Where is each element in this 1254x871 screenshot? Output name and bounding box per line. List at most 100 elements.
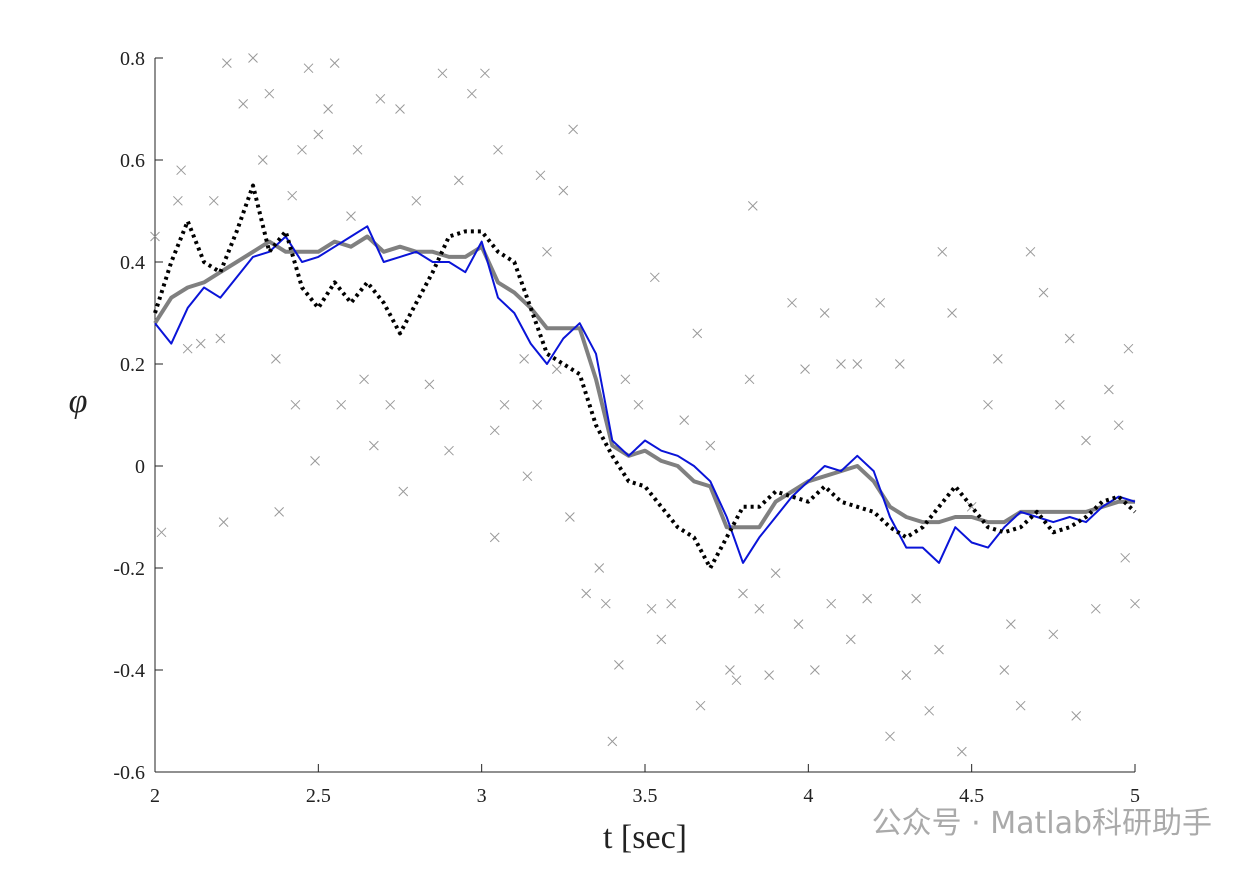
measurement-marker	[924, 705, 935, 716]
measurement-marker	[453, 175, 464, 186]
measurement-marker	[375, 93, 386, 104]
measurement-marker	[489, 425, 500, 436]
measurement-marker	[287, 190, 298, 201]
measurement-marker	[1071, 711, 1082, 721]
measurement-marker	[329, 58, 340, 68]
x-tick-label: 5	[1130, 785, 1140, 807]
measurement-marker	[983, 399, 993, 410]
measurement-marker	[1015, 700, 1026, 711]
measurement-marker	[845, 634, 856, 645]
measurement-marker	[323, 104, 333, 114]
measurement-marker	[297, 144, 307, 155]
measurement-marker	[182, 343, 193, 354]
measurement-marker	[731, 675, 742, 686]
measurement-marker	[424, 379, 435, 390]
measurement-marker	[395, 104, 405, 114]
measurement-marker	[725, 665, 735, 675]
y-tick-label: 0.4	[120, 252, 145, 274]
measurement-marker	[173, 195, 183, 206]
y-tick-label: -0.6	[113, 762, 145, 784]
y-tick-label: -0.2	[113, 558, 145, 580]
measurement-marker	[947, 308, 957, 318]
measurement-marker	[346, 211, 356, 221]
measurement-marker	[218, 517, 229, 527]
measurement-marker	[271, 354, 281, 364]
measurement-marker	[747, 201, 758, 211]
measurement-marker	[614, 660, 624, 670]
measurement-marker	[222, 58, 232, 68]
measurement-marker	[1048, 629, 1059, 640]
measurement-marker	[313, 129, 324, 140]
measurement-marker	[274, 507, 284, 517]
measurement-marker	[208, 195, 219, 206]
measurement-marker	[290, 399, 301, 410]
measurement-marker	[489, 532, 500, 543]
measurement-marker	[336, 399, 347, 410]
measurement-marker	[581, 588, 592, 599]
measurement-marker	[1120, 552, 1131, 563]
measurement-marker	[793, 619, 804, 629]
measurement-marker	[594, 563, 605, 573]
measurement-marker	[176, 165, 186, 176]
measurement-marker	[156, 527, 167, 538]
measurement-marker	[551, 364, 562, 374]
measurement-marker	[522, 471, 533, 482]
measurement-marker	[1038, 287, 1049, 298]
measurement-marker	[1113, 420, 1124, 431]
measurement-marker	[810, 665, 820, 675]
measurement-marker	[826, 598, 837, 609]
measurement-marker	[937, 246, 948, 257]
measurement-marker	[862, 593, 872, 604]
measurement-marker	[248, 53, 258, 63]
measurement-marker	[568, 124, 578, 135]
measurement-marker	[852, 359, 863, 369]
measurement-marker	[195, 338, 206, 349]
measurement-marker	[656, 634, 667, 645]
measurement-marker	[607, 736, 618, 747]
y-tick-label: 0.8	[120, 48, 145, 70]
measurement-marker	[1064, 333, 1075, 344]
measurement-marker	[264, 88, 275, 99]
measurement-marker	[885, 731, 895, 742]
y-tick-label: 0.2	[120, 354, 145, 376]
measurement-marker	[310, 456, 320, 466]
y-axis-label: φ	[69, 383, 88, 420]
measurement-marker	[819, 308, 830, 318]
measurement-marker	[992, 354, 1003, 364]
measurement-marker	[911, 593, 921, 604]
measurement-marker	[679, 415, 690, 425]
measurement-marker	[620, 374, 631, 385]
measurement-marker	[150, 231, 160, 242]
y-tick-label: -0.4	[113, 660, 145, 682]
series-line	[153, 234, 1135, 530]
measurement-marker	[499, 399, 510, 410]
x-tick-label: 2.5	[306, 785, 331, 807]
measurement-marker	[1104, 384, 1114, 395]
measurement-marker	[695, 700, 706, 711]
measurement-marker	[437, 68, 448, 79]
measurement-marker	[1006, 619, 1016, 629]
measurement-marker	[1025, 246, 1036, 257]
measurement-marker	[558, 185, 569, 196]
measurement-marker	[369, 440, 379, 451]
measurement-marker	[957, 746, 967, 757]
measurement-marker	[800, 364, 810, 374]
measurement-marker	[738, 588, 748, 599]
y-tick-label: 0	[135, 456, 145, 478]
measurement-marker	[535, 170, 546, 181]
measurement-marker	[770, 568, 781, 578]
measurement-marker	[565, 512, 575, 522]
measurement-marker	[238, 99, 249, 109]
measurement-marker	[754, 603, 765, 614]
measurement-marker	[398, 486, 409, 497]
measurement-marker	[633, 399, 644, 410]
measurement-marker	[303, 63, 314, 74]
measurement-marker	[705, 440, 716, 451]
x-tick-label: 4	[803, 785, 813, 807]
y-tick-label: 0.6	[120, 150, 145, 172]
measurement-marker	[894, 359, 905, 369]
measurement-marker	[519, 354, 529, 364]
measurement-marker	[1090, 603, 1101, 614]
measurement-marker	[999, 665, 1010, 675]
